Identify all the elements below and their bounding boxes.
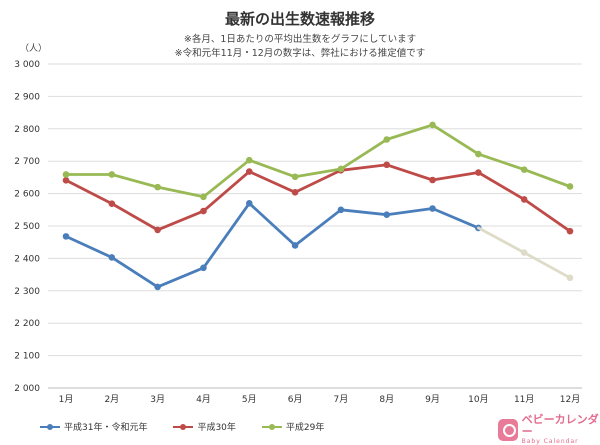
series-line xyxy=(64,123,572,199)
gridlines xyxy=(48,63,582,389)
legend-label-2019: 平成31年・令和元年 xyxy=(64,423,148,433)
legend-swatch-2017 xyxy=(261,423,282,430)
data-point xyxy=(520,196,528,203)
legend: 平成31年・令和元年 平成30年 平成29年 xyxy=(40,420,324,433)
series-2 xyxy=(62,161,574,235)
x-tick-label: 3月 xyxy=(150,394,165,405)
y-tick-label: 2 700 xyxy=(14,157,40,167)
chart-title: 最新の出生数速報推移 xyxy=(224,10,375,28)
data-point xyxy=(383,161,391,169)
y-tick-label: 2 800 xyxy=(14,125,40,135)
data-point xyxy=(108,254,116,261)
series-lines xyxy=(62,121,574,291)
data-point xyxy=(429,176,436,184)
brand-name: ベビーカレンダー xyxy=(521,413,599,438)
y-axis-ticks: 2 000 2 100 2 200 2 300 2 400 2 500 2 600 2 700… xyxy=(14,60,40,394)
y-tick-label: 2 300 xyxy=(14,287,40,297)
x-tick-label: 7月 xyxy=(334,394,349,405)
x-tick-label: 5月 xyxy=(242,394,257,405)
x-tick-label: 12月 xyxy=(560,394,580,405)
brand-logo: ベビーカレンダー Baby Calendar xyxy=(498,414,600,445)
data-point xyxy=(566,227,574,235)
legend-swatch-2019 xyxy=(40,423,60,430)
data-point xyxy=(154,283,161,291)
x-tick-label: 9月 xyxy=(425,394,440,405)
series-3 xyxy=(62,121,574,201)
data-point xyxy=(154,226,161,234)
legend-item-2018: 平成30年 xyxy=(173,420,236,433)
data-point xyxy=(108,200,116,207)
data-point xyxy=(62,171,70,178)
x-axis-ticks: 1月 2月 3月 4月 5月 6月 7月 8月 9月 10月 11月 12月 xyxy=(59,394,581,405)
data-point xyxy=(200,193,207,201)
legend-label-2018: 平成30年 xyxy=(197,423,236,433)
brand-subtitle: Baby Calendar xyxy=(521,438,579,445)
x-tick-label: 2月 xyxy=(104,394,119,405)
data-point xyxy=(337,165,345,173)
camera-icon xyxy=(498,418,518,441)
data-point xyxy=(245,168,253,175)
y-tick-label: 2 900 xyxy=(14,92,40,102)
series-line xyxy=(64,163,572,233)
data-point xyxy=(200,207,207,215)
data-point xyxy=(383,211,391,218)
y-tick-label: 3 000 xyxy=(14,60,40,70)
data-point xyxy=(429,205,436,212)
y-tick-label: 2 400 xyxy=(14,254,40,264)
data-point xyxy=(291,189,299,196)
legend-item-2017: 平成29年 xyxy=(261,420,325,433)
data-point xyxy=(291,173,299,181)
y-tick-label: 2 600 xyxy=(14,190,40,200)
x-tick-label: 11月 xyxy=(514,394,534,405)
chart-note-average: ※各月、1日あたりの平均出生数をグラフにしています xyxy=(183,34,417,45)
data-point xyxy=(245,200,253,207)
data-point xyxy=(154,183,161,191)
chart-note-estimate: ※令和元年11月・12月の数字は、弊社における推定値です xyxy=(174,48,426,59)
x-tick-label: 1月 xyxy=(59,394,74,405)
data-point xyxy=(62,177,70,184)
data-point xyxy=(200,264,207,272)
data-point xyxy=(429,121,436,129)
x-tick-label: 6月 xyxy=(288,394,303,405)
data-point xyxy=(566,183,574,190)
y-tick-label: 2 200 xyxy=(14,319,40,329)
y-axis-unit-label: （人） xyxy=(20,44,48,54)
x-tick-label: 4月 xyxy=(196,394,211,405)
legend-swatch-2018 xyxy=(173,423,194,430)
data-point xyxy=(383,136,391,143)
data-point xyxy=(62,233,70,240)
data-point xyxy=(291,242,299,249)
legend-item-2019: 平成31年・令和元年 xyxy=(40,420,147,433)
data-point xyxy=(245,156,253,164)
data-point xyxy=(566,274,574,282)
data-point xyxy=(337,206,345,214)
series-line xyxy=(64,201,480,289)
y-tick-label: 2 500 xyxy=(14,222,40,232)
data-point xyxy=(475,150,482,158)
data-point xyxy=(475,169,482,176)
data-point xyxy=(108,171,116,178)
series-0 xyxy=(62,200,482,291)
legend-label-2017: 平成29年 xyxy=(285,423,325,433)
series-1 xyxy=(477,226,574,282)
x-tick-label: 8月 xyxy=(379,394,394,405)
data-point xyxy=(520,249,528,256)
data-point xyxy=(520,166,528,173)
y-tick-label: 2 000 xyxy=(14,384,40,394)
x-tick-label: 10月 xyxy=(468,394,488,405)
y-tick-label: 2 100 xyxy=(14,352,40,362)
